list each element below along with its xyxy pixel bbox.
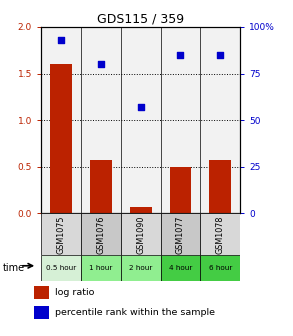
- Bar: [41, 255, 81, 281]
- Text: percentile rank within the sample: percentile rank within the sample: [55, 308, 215, 317]
- Text: GSM1076: GSM1076: [96, 215, 105, 254]
- Bar: [41, 213, 81, 255]
- Bar: [121, 213, 161, 255]
- Text: GSM1075: GSM1075: [57, 215, 65, 254]
- Bar: [121, 255, 161, 281]
- Bar: [170, 167, 191, 213]
- Text: 1 hour: 1 hour: [89, 265, 113, 271]
- Text: 4 hour: 4 hour: [169, 265, 192, 271]
- Text: 6 hour: 6 hour: [209, 265, 232, 271]
- Text: GSM1077: GSM1077: [176, 215, 185, 254]
- Text: GSM1090: GSM1090: [136, 215, 145, 254]
- Bar: [161, 255, 200, 281]
- Text: 0.5 hour: 0.5 hour: [46, 265, 76, 271]
- Bar: [200, 255, 240, 281]
- Text: 2 hour: 2 hour: [129, 265, 152, 271]
- Bar: [209, 160, 231, 213]
- Text: GSM1078: GSM1078: [216, 215, 225, 254]
- Point: [218, 52, 223, 57]
- Bar: [35, 306, 49, 319]
- Text: log ratio: log ratio: [55, 288, 94, 297]
- Bar: [50, 64, 72, 213]
- Title: GDS115 / 359: GDS115 / 359: [97, 13, 184, 26]
- Bar: [35, 286, 49, 299]
- Bar: [81, 255, 121, 281]
- Point: [59, 37, 63, 43]
- Text: time: time: [3, 263, 25, 273]
- Point: [138, 104, 143, 110]
- Bar: [200, 213, 240, 255]
- Bar: [161, 213, 200, 255]
- Point: [178, 52, 183, 57]
- Bar: [90, 160, 112, 213]
- Point: [98, 61, 103, 67]
- Bar: [81, 213, 121, 255]
- Bar: [130, 207, 151, 213]
